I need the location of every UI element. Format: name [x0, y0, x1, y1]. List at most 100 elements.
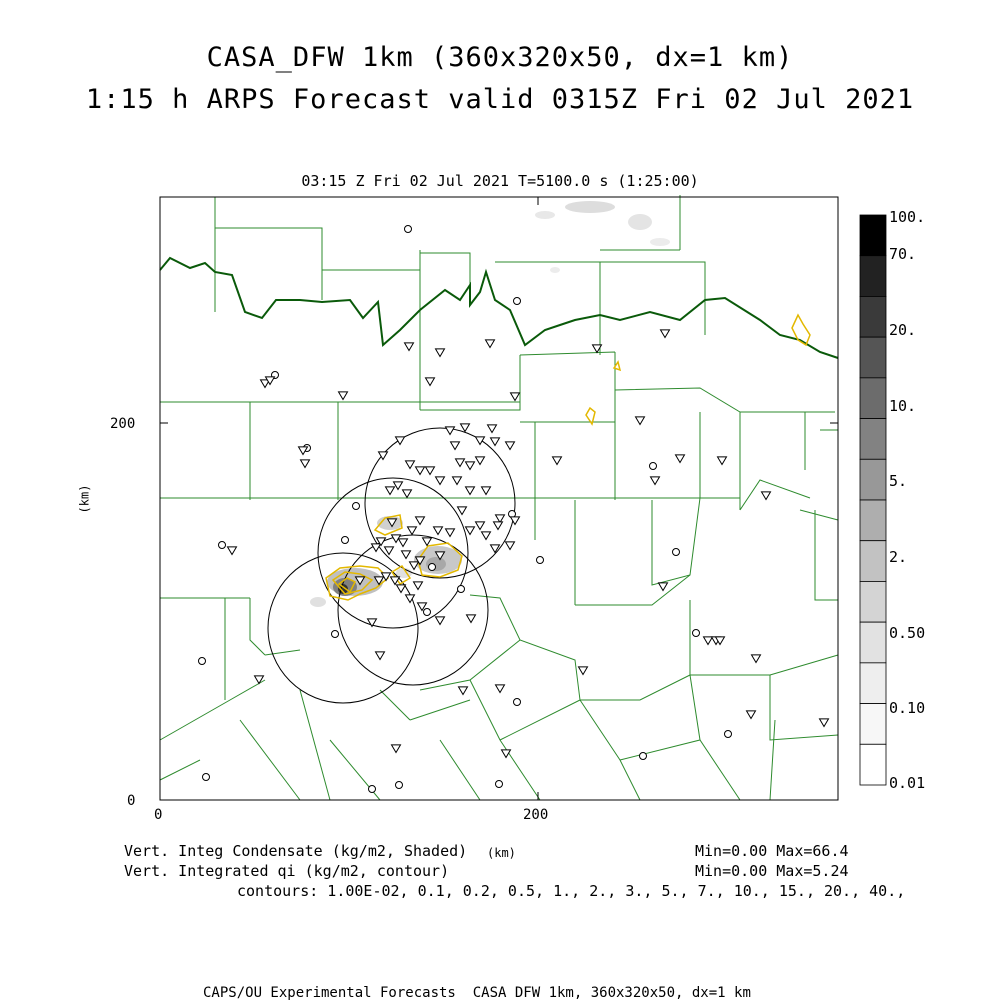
station-triangle-marker — [486, 424, 498, 434]
station-triangle-marker — [414, 466, 426, 476]
station-triangle-marker — [421, 537, 433, 547]
colorbar-swatch — [859, 703, 887, 745]
station-triangle-marker — [253, 675, 265, 685]
colorbar-swatch — [859, 458, 887, 501]
station-triangle-marker — [464, 526, 476, 536]
colorbar-label: 0.10 — [889, 699, 926, 717]
station-triangle-marker — [375, 537, 387, 547]
radar-rings — [267, 427, 516, 704]
colorbar-label: 10. — [889, 397, 917, 415]
title-line-2: 1:15 h ARPS Forecast valid 0315Z Fri 02 … — [85, 84, 915, 115]
station-triangle-marker — [299, 459, 311, 469]
station-triangle-marker — [509, 516, 521, 526]
station-triangle-marker — [297, 446, 309, 456]
station-triangle-marker — [480, 486, 492, 496]
colorbar-swatch — [859, 499, 887, 542]
station-triangle-marker — [480, 531, 492, 541]
station-triangle-marker — [649, 476, 661, 486]
station-triangle-marker — [395, 584, 407, 594]
colorbar-swatch — [859, 255, 887, 297]
station-triangle-marker — [366, 618, 378, 628]
station-triangle-marker — [394, 436, 406, 446]
colorbar-swatch — [859, 540, 887, 582]
colorbar-label: 2. — [889, 548, 908, 566]
station-triangle-marker — [373, 576, 385, 586]
station-triangle-marker — [389, 576, 401, 586]
station-triangle-marker — [818, 718, 830, 728]
station-triangle-marker — [504, 541, 516, 551]
colorbar-swatch — [859, 743, 887, 786]
station-triangle-marker — [714, 636, 726, 646]
colorbar-label: 100. — [889, 208, 926, 226]
station-triangle-marker — [454, 458, 466, 468]
station-triangle-marker — [444, 426, 456, 436]
x-tick-200: 200 — [523, 807, 549, 823]
station-triangle-marker — [591, 344, 603, 354]
title-line-1: CASA_DFW 1km (360x320x50, dx=1 km) — [206, 42, 794, 73]
colorbar-swatch — [859, 377, 887, 419]
station-triangle-marker — [465, 614, 477, 624]
station-triangle-marker — [464, 461, 476, 471]
station-triangle-marker — [404, 460, 416, 470]
county-boundaries — [159, 195, 839, 801]
station-triangle-marker — [551, 456, 563, 466]
y-tick-0: 0 — [127, 793, 136, 809]
station-triangle-marker — [397, 538, 409, 548]
axis-ticks — [160, 197, 838, 800]
station-triangle-marker — [226, 546, 238, 556]
colorbar-swatch — [859, 662, 887, 704]
station-triangles — [226, 329, 830, 759]
station-triangle-marker — [414, 556, 426, 566]
station-triangle-marker — [406, 526, 418, 536]
station-triangle-marker — [577, 666, 589, 676]
station-triangle-marker — [390, 744, 402, 754]
station-triangle-marker — [392, 481, 404, 491]
y-axis-unit: (km) — [77, 484, 92, 514]
station-triangle-marker — [434, 348, 446, 358]
station-triangle-marker — [674, 454, 686, 464]
station-triangle-marker — [474, 521, 486, 531]
station-triangle-marker — [416, 602, 428, 612]
station-triangle-marker — [500, 749, 512, 759]
footer-credit: CAPS/OU Experimental Forecasts CASA DFW … — [203, 985, 751, 1001]
y-tick-200: 200 — [110, 416, 136, 432]
footer-minmax-2: Min=0.00 Max=5.24 — [695, 862, 849, 880]
x-tick-0: 0 — [154, 807, 163, 823]
colorbar-swatch — [859, 296, 887, 338]
station-triangle-marker — [374, 651, 386, 661]
station-triangle-marker — [457, 686, 469, 696]
station-triangle-marker — [401, 489, 413, 499]
colorbar — [859, 214, 887, 786]
colorbar-swatch — [859, 214, 887, 257]
station-triangle-marker — [657, 582, 669, 592]
station-triangle-marker — [509, 392, 521, 402]
station-triangle-marker — [760, 491, 772, 501]
station-triangle-marker — [716, 456, 728, 466]
station-triangle-marker — [702, 636, 714, 646]
station-triangle-marker — [412, 581, 424, 591]
station-triangle-marker — [377, 451, 389, 461]
plot-frame — [159, 196, 839, 801]
station-triangle-marker — [384, 486, 396, 496]
footer-field-1: Vert. Integ Condensate (kg/m2, Shaded) — [124, 842, 468, 860]
station-triangle-marker — [259, 379, 271, 389]
station-triangle-marker — [634, 416, 646, 426]
station-triangle-marker — [434, 476, 446, 486]
station-triangle-marker — [492, 521, 504, 531]
station-triangle-marker — [464, 486, 476, 496]
footer-contours: contours: 1.00E-02, 0.1, 0.2, 0.5, 1., 2… — [237, 882, 906, 900]
station-triangle-marker — [408, 561, 420, 571]
footer-field-2: Vert. Integrated qi (kg/m2, contour) — [124, 862, 450, 880]
colorbar-label: 5. — [889, 472, 908, 490]
plot-subtitle: 03:15 Z Fri 02 Jul 2021 T=5100.0 s (1:25… — [301, 172, 699, 190]
station-triangle-marker — [434, 551, 446, 561]
station-triangle-marker — [354, 576, 366, 586]
station-triangle-marker — [456, 506, 468, 516]
footer-minmax-1: Min=0.00 Max=66.4 — [695, 842, 849, 860]
station-triangle-marker — [484, 339, 496, 349]
station-triangle-marker — [474, 456, 486, 466]
station-triangle-marker — [659, 329, 671, 339]
station-triangle-marker — [434, 616, 446, 626]
colorbar-swatch — [859, 581, 887, 623]
station-triangle-marker — [489, 437, 501, 447]
